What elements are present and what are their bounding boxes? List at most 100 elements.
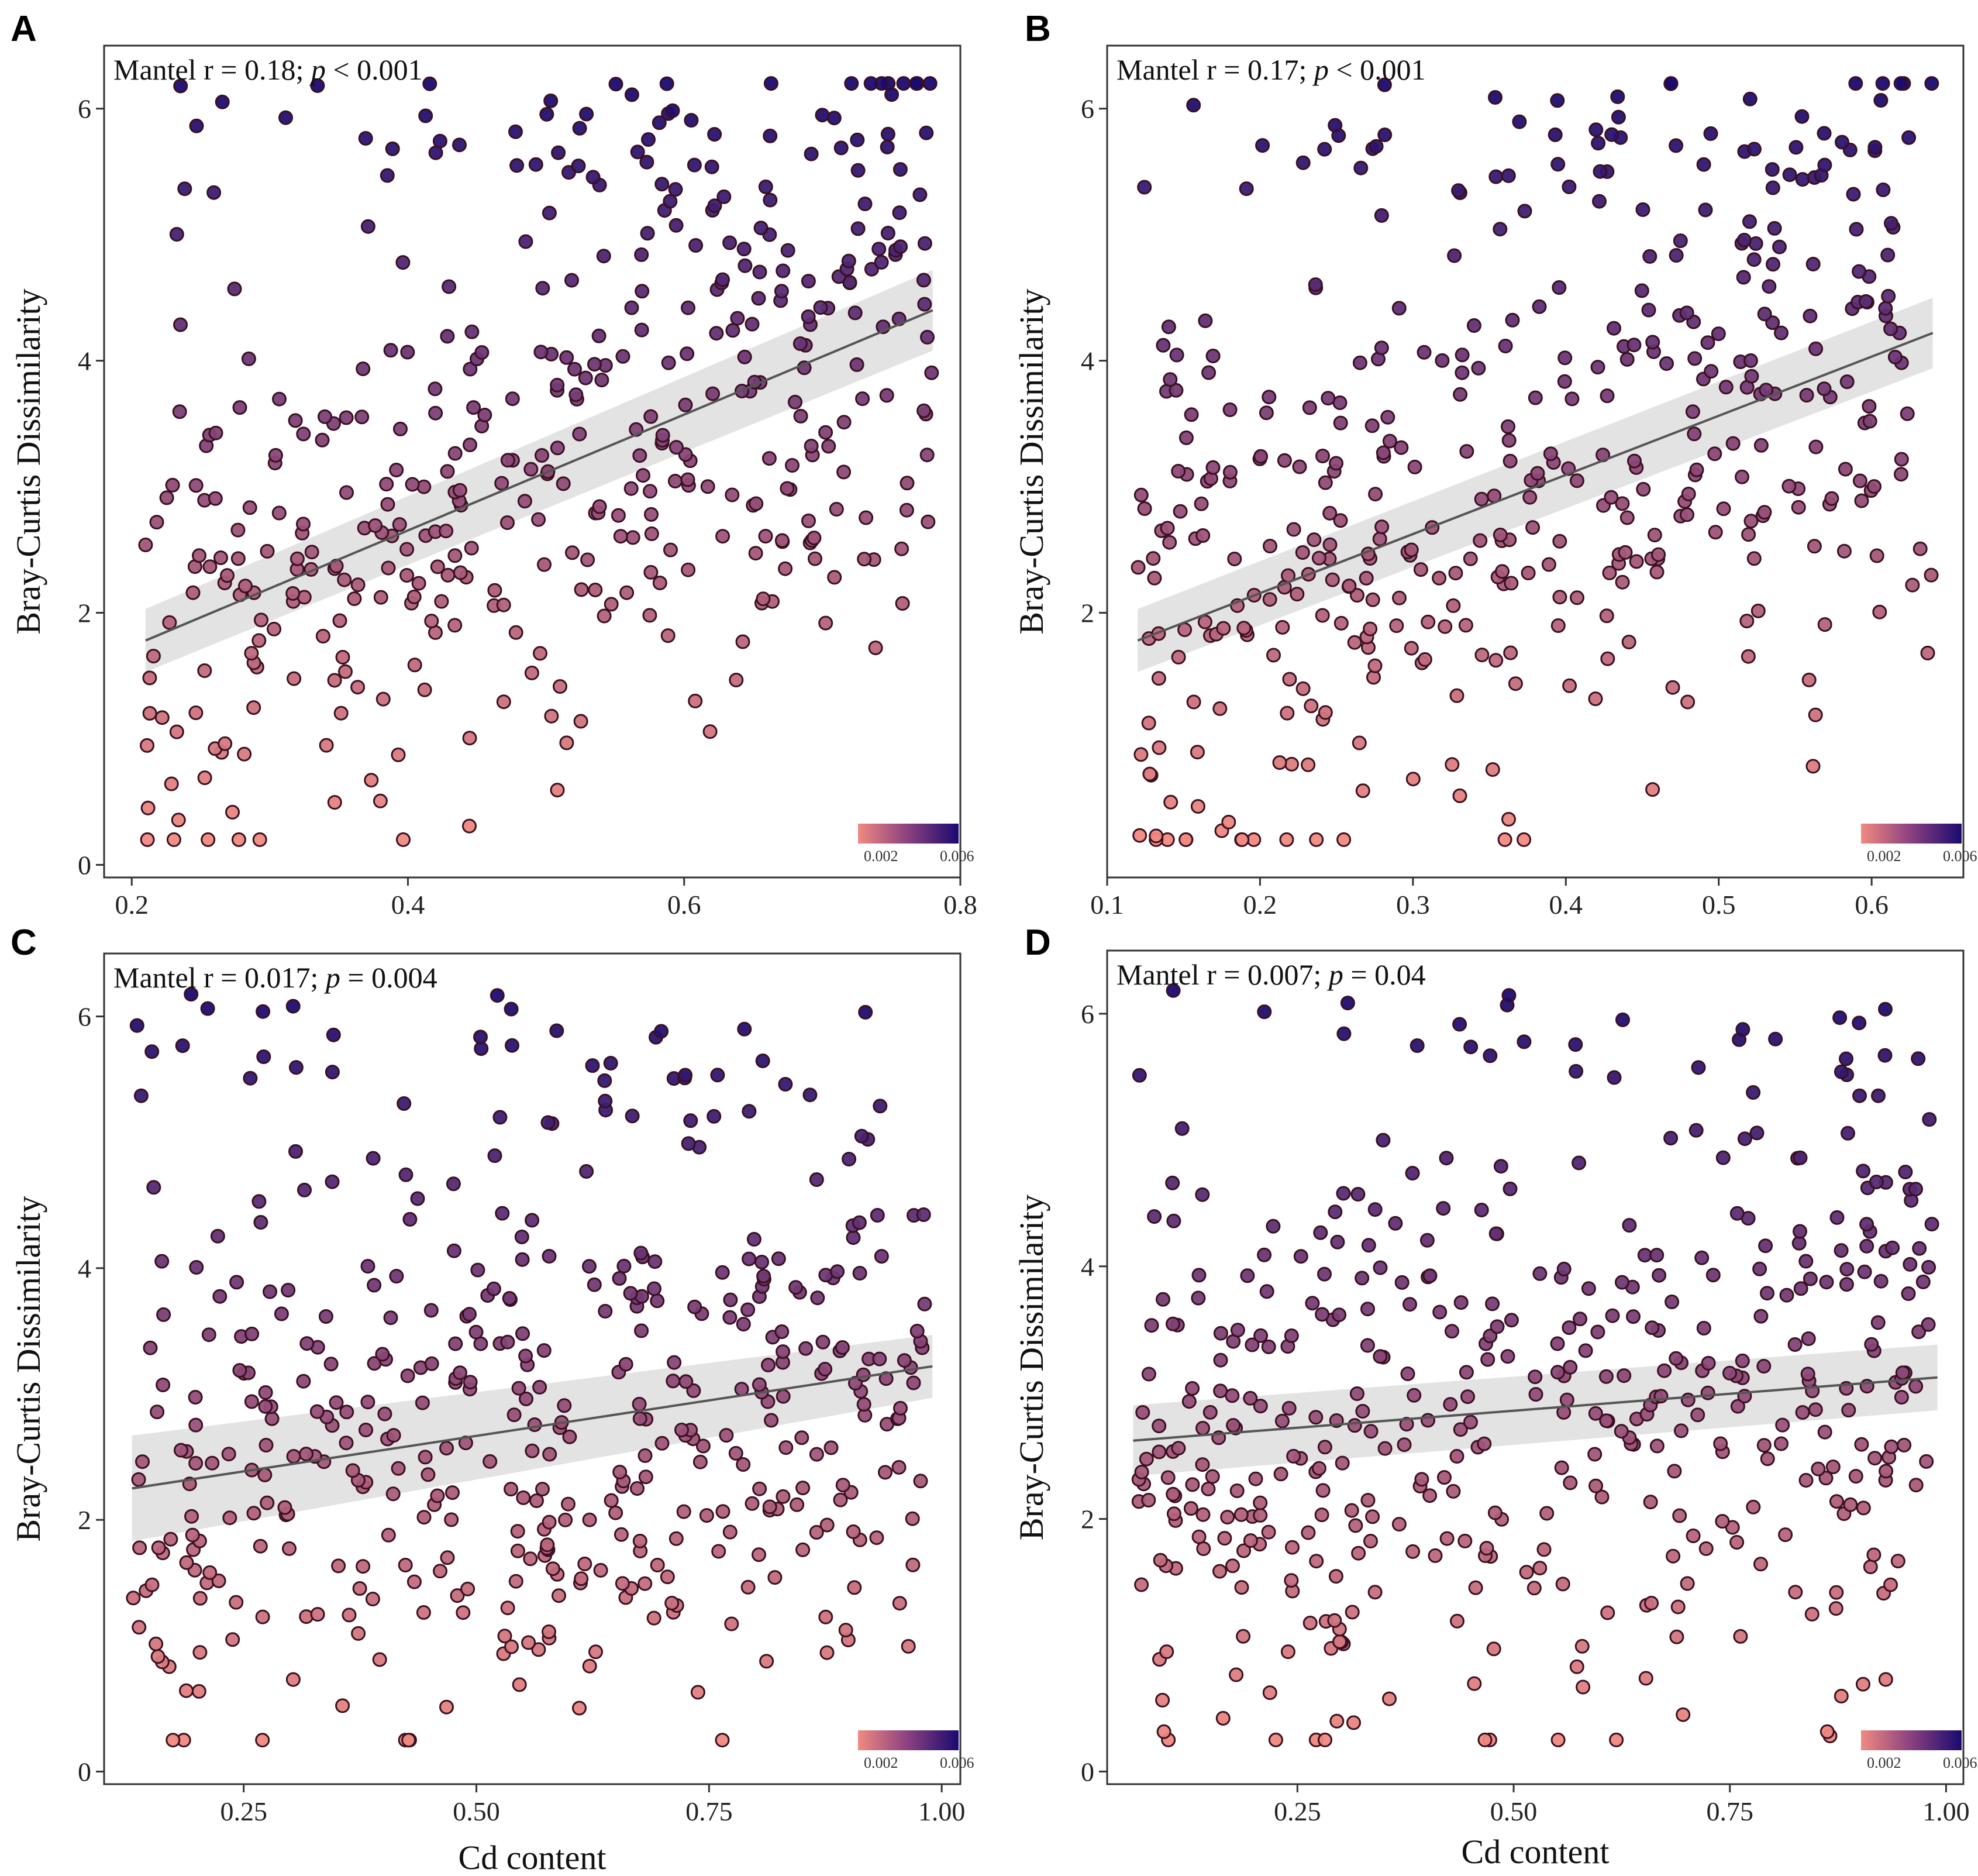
data-point [1617, 1368, 1632, 1383]
data-point [1367, 658, 1383, 673]
data-point [1134, 1577, 1149, 1592]
data-point [1450, 1613, 1464, 1629]
data-point [1213, 1326, 1228, 1341]
data-point [175, 1038, 190, 1054]
y-tick-label: 4 [1081, 346, 1094, 376]
data-point [687, 157, 702, 173]
data-point [323, 1357, 339, 1372]
data-point [1447, 248, 1462, 263]
data-point [1852, 1016, 1867, 1031]
data-point [1261, 1524, 1276, 1540]
data-point [232, 1363, 247, 1378]
data-point [1445, 757, 1460, 772]
data-point [1133, 747, 1149, 762]
data-point [924, 365, 939, 380]
data-point [1159, 1644, 1174, 1660]
data-point [1185, 1477, 1200, 1492]
data-point [873, 1099, 888, 1114]
data-point [785, 458, 800, 473]
data-point [579, 1164, 594, 1179]
data-point [1132, 1068, 1147, 1083]
data-point [1284, 756, 1299, 772]
data-point [1839, 1277, 1854, 1292]
data-point [1359, 570, 1374, 586]
data-point [738, 258, 753, 273]
data-point [1729, 1206, 1745, 1221]
data-point [244, 1394, 259, 1409]
data-point [564, 273, 579, 288]
data-point [807, 531, 822, 546]
data-point [643, 409, 659, 424]
data-point [1532, 1266, 1548, 1281]
data-point [1791, 500, 1806, 515]
data-point [1165, 1175, 1180, 1190]
data-point [1887, 349, 1903, 364]
data-point [246, 700, 261, 715]
data-point [1903, 1257, 1918, 1272]
data-point [1146, 551, 1161, 566]
data-point [1407, 1388, 1422, 1403]
data-point [1273, 1467, 1288, 1482]
data-point [350, 577, 366, 593]
data-point [572, 426, 587, 442]
colorbar-high-label: 0.006 [940, 1754, 974, 1771]
data-point [1452, 788, 1467, 803]
data-point [309, 1404, 325, 1419]
data-point [338, 664, 353, 679]
data-point [855, 391, 870, 407]
data-point [1854, 493, 1869, 508]
data-point [185, 585, 201, 600]
data-point [251, 633, 267, 648]
data-point [1191, 1529, 1207, 1544]
data-point [892, 205, 907, 221]
data-point [1332, 1307, 1347, 1323]
data-point [473, 1030, 488, 1045]
data-point [345, 1463, 360, 1478]
data-point [146, 649, 161, 664]
data-point [398, 1558, 413, 1572]
data-point [1901, 130, 1917, 145]
data-point [652, 115, 667, 130]
data-point [290, 551, 305, 566]
data-point [463, 362, 478, 377]
data-point [1318, 475, 1333, 490]
data-point [402, 1211, 418, 1227]
data-point [1857, 1264, 1872, 1279]
data-point [1615, 1012, 1630, 1027]
data-point [813, 300, 828, 315]
data-point [518, 234, 533, 249]
data-point [1757, 505, 1772, 520]
data-point [1360, 1302, 1375, 1317]
data-point [428, 405, 443, 421]
data-point [1615, 574, 1630, 590]
data-point [1404, 641, 1419, 656]
data-point [920, 329, 935, 345]
data-point [1274, 1413, 1290, 1428]
data-point [1467, 1676, 1482, 1691]
data-point [613, 529, 628, 544]
data-point [640, 226, 655, 241]
data-point [352, 1581, 367, 1596]
data-point [1417, 652, 1432, 667]
data-point [227, 281, 242, 297]
data-point [496, 694, 511, 710]
data-point [660, 1569, 675, 1585]
data-point [483, 1454, 498, 1469]
data-point [795, 1481, 811, 1496]
data-point [1588, 122, 1604, 137]
data-point [1448, 566, 1463, 581]
data-point [1873, 1273, 1889, 1289]
data-point [625, 1109, 640, 1124]
data-point [496, 597, 511, 612]
data-point [1715, 1150, 1731, 1165]
data-point [755, 1054, 770, 1068]
data-point [377, 1406, 392, 1421]
data-point [1147, 570, 1162, 586]
data-point [1711, 326, 1726, 342]
data-point [192, 548, 206, 563]
data-point [406, 589, 422, 604]
data-point [1480, 1352, 1495, 1367]
data-point [315, 432, 330, 448]
data-point [1742, 214, 1757, 229]
data-point [899, 502, 914, 518]
